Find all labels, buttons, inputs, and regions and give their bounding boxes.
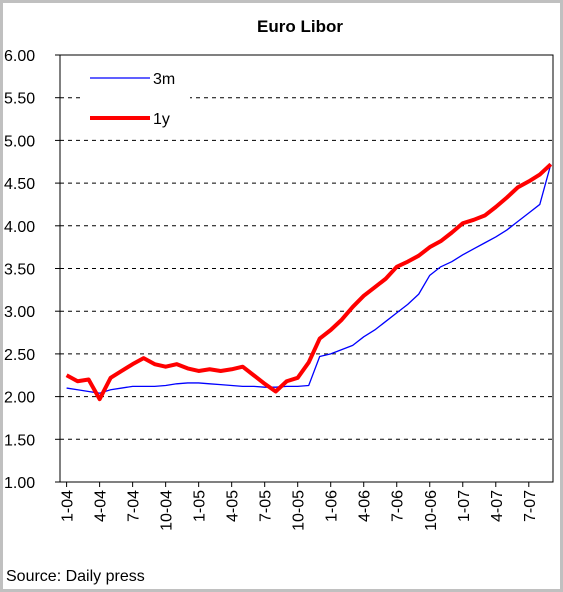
- y-tick-label: 5.00: [4, 133, 35, 150]
- source: Source: Daily press: [6, 568, 145, 585]
- y-tick-label: 3.00: [4, 304, 35, 321]
- x-tick-label: 10-04: [159, 490, 176, 531]
- x-tick-label: 10-05: [291, 490, 308, 531]
- y-tick-label: 4.50: [4, 176, 35, 193]
- y-tick-label: 5.50: [4, 91, 35, 108]
- x-tick-label: 4-05: [225, 490, 242, 522]
- x-tick-label: 1-04: [60, 490, 77, 522]
- y-tick-label: 3.50: [4, 262, 35, 279]
- x-tick-label: 7-07: [522, 490, 539, 522]
- x-tick-label: 4-04: [93, 490, 110, 522]
- y-tick-label: 1.00: [4, 475, 35, 492]
- legend-label: 1y: [153, 111, 170, 128]
- y-tick-label: 4.00: [4, 219, 35, 236]
- x-tick-label: 4-06: [357, 490, 374, 522]
- x-tick-label: 7-06: [390, 490, 407, 522]
- legend-label: 3m: [153, 71, 175, 88]
- y-tick-label: 2.50: [4, 347, 35, 364]
- x-tick-label: 1-05: [192, 490, 209, 522]
- x-tick-label: 10-06: [423, 490, 440, 531]
- y-tick-label: 6.00: [4, 48, 35, 65]
- y-tick-label: 2.00: [4, 390, 35, 407]
- x-tick-label: 4-07: [489, 490, 506, 522]
- series-line: [66, 164, 552, 394]
- x-tick-label: 1-07: [456, 490, 473, 522]
- x-tick-label: 7-05: [258, 490, 275, 522]
- series-line: [65, 162, 553, 402]
- x-tick-label: 1-06: [324, 490, 341, 522]
- y-tick-label: 1.50: [4, 432, 35, 449]
- chart-title: Euro Libor: [257, 17, 343, 36]
- x-tick-label: 7-04: [126, 490, 143, 522]
- plot-border: [59, 54, 554, 483]
